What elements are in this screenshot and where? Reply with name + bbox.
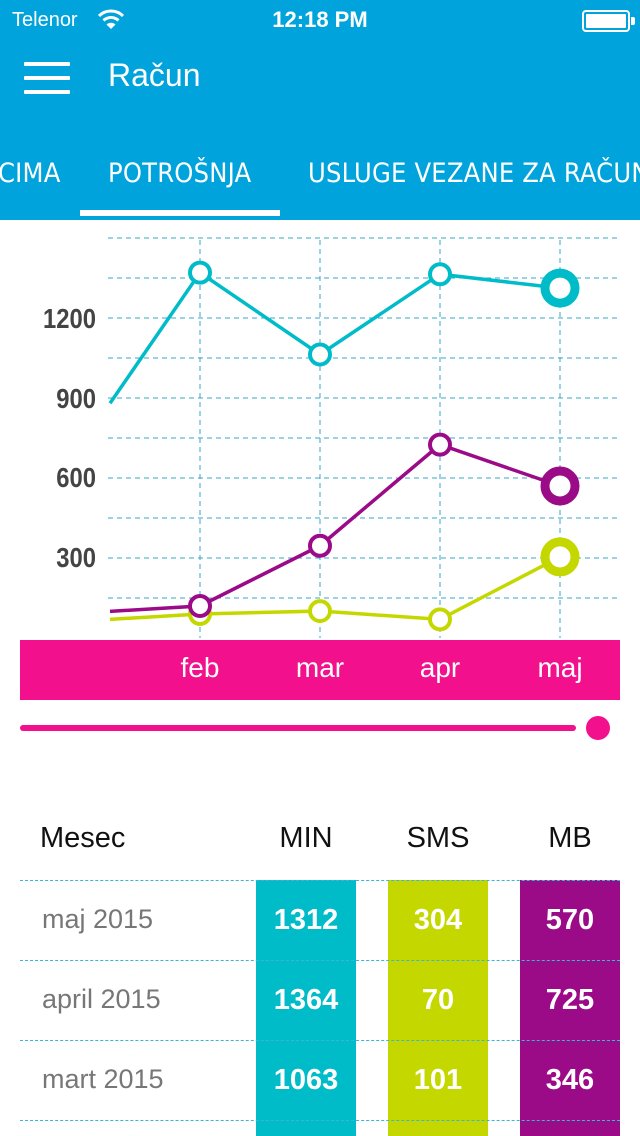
row-divider — [20, 960, 620, 961]
table-cell-mb: 570 — [520, 880, 620, 960]
status-time: 12:18 PM — [272, 7, 368, 32]
data-point-min — [308, 342, 332, 367]
selected-tab-indicator — [80, 210, 280, 216]
data-point-sms — [428, 607, 452, 632]
table-cell-sms: 70 — [388, 960, 488, 1040]
column-header-min: MIN — [279, 822, 333, 854]
table-row-month: april 2015 — [42, 984, 161, 1014]
table-cell-mb: 346 — [520, 1040, 620, 1120]
table-cell-mb — [520, 1120, 620, 1136]
column-header-month: Mesec — [40, 822, 126, 854]
y-tick-label: 600 — [56, 462, 96, 493]
table-cell-sms — [388, 1120, 488, 1136]
y-tick-label: 900 — [56, 383, 96, 414]
month-label-mar: mar — [295, 652, 345, 683]
chart-plot — [108, 237, 620, 638]
series-line-sms — [109, 555, 561, 622]
data-point-min — [540, 268, 580, 308]
table-cell-min — [256, 1120, 356, 1136]
data-point-min — [188, 260, 212, 285]
period-slider-thumb[interactable] — [586, 716, 610, 740]
row-divider — [20, 1040, 620, 1041]
month-label-maj: maj — [537, 652, 583, 683]
table-cell-min: 1312 — [256, 880, 356, 960]
table-cell-sms: 101 — [388, 1040, 488, 1120]
tab-potrosnja[interactable]: POTROŠNJA — [108, 158, 252, 189]
wifi-icon — [98, 9, 124, 29]
y-tick-label: 300 — [56, 542, 96, 573]
page-title: Račun — [108, 57, 201, 93]
battery-icon — [582, 10, 635, 32]
data-point-sms — [308, 599, 332, 624]
usage-chart: 1200 900 600 300 — [0, 220, 640, 640]
series-line-min — [108, 270, 561, 405]
column-header-sms: SMS — [406, 822, 470, 854]
series-line-mb — [109, 442, 561, 614]
table-row-month: maj 2015 — [42, 904, 154, 934]
carrier-name: Telenor — [12, 9, 78, 31]
hamburger-menu-icon[interactable] — [24, 62, 70, 94]
table-cell-min: 1063 — [256, 1040, 356, 1120]
usage-table-header: Mesec MIN SMS MB — [0, 818, 640, 868]
table-cell-mb: 725 — [520, 960, 620, 1040]
data-point-min — [428, 262, 452, 287]
period-slider-track[interactable] — [20, 725, 576, 731]
month-axis-bar: feb mar apr maj — [20, 640, 620, 700]
table-row-month: mart 2015 — [42, 1064, 164, 1094]
data-point-mb — [428, 432, 452, 457]
data-point-mb — [540, 466, 580, 506]
row-divider — [20, 880, 620, 881]
app-header: Telenor 12:18 PM Račun CIMA POTROŠNJA US… — [0, 0, 640, 220]
month-label-apr: apr — [419, 652, 461, 683]
column-header-mb: MB — [548, 822, 592, 854]
status-bar: Telenor 12:18 PM — [0, 0, 640, 40]
y-tick-label: 1200 — [43, 303, 96, 334]
table-cell-sms: 304 — [388, 880, 488, 960]
tab-bar: CIMA POTROŠNJA USLUGE VEZANE ZA RAČUN — [0, 150, 640, 220]
data-point-mb — [188, 593, 212, 618]
table-cell-min: 1364 — [256, 960, 356, 1040]
tab-usluge[interactable]: USLUGE VEZANE ZA RAČUN — [308, 158, 640, 189]
data-point-sms — [540, 537, 580, 577]
tab-cima[interactable]: CIMA — [0, 158, 61, 189]
month-label-feb: feb — [180, 652, 220, 683]
row-divider — [20, 1120, 620, 1121]
data-point-mb — [308, 533, 332, 558]
